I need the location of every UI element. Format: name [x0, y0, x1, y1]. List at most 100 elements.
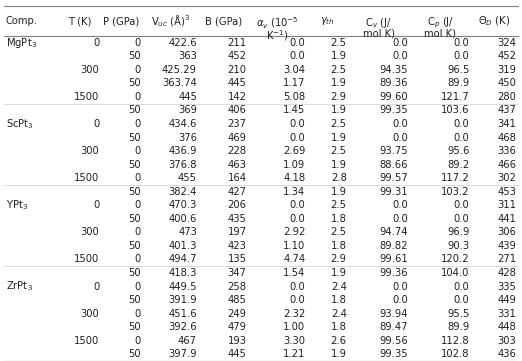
- Text: 2.5: 2.5: [331, 200, 347, 210]
- Text: 2.4: 2.4: [331, 309, 347, 319]
- Text: 0: 0: [134, 38, 140, 48]
- Text: 135: 135: [228, 255, 246, 265]
- Text: 2.5: 2.5: [331, 119, 347, 129]
- Text: 1.54: 1.54: [283, 268, 305, 278]
- Text: 425.29: 425.29: [162, 65, 197, 75]
- Text: 336: 336: [497, 146, 516, 156]
- Text: 0: 0: [134, 146, 140, 156]
- Text: 0.0: 0.0: [290, 214, 305, 224]
- Text: C$_p$ (J/: C$_p$ (J/: [426, 16, 454, 30]
- Text: 469: 469: [228, 132, 246, 143]
- Text: 363: 363: [178, 51, 197, 61]
- Text: ScPt$_3$: ScPt$_3$: [6, 117, 33, 131]
- Text: 0: 0: [93, 200, 99, 210]
- Text: 50: 50: [128, 268, 140, 278]
- Text: 0: 0: [134, 119, 140, 129]
- Text: T (K): T (K): [68, 16, 92, 26]
- Text: K$^{-1}$): K$^{-1}$): [266, 28, 289, 43]
- Text: 0: 0: [134, 309, 140, 319]
- Text: 96.9: 96.9: [447, 227, 469, 237]
- Text: 435: 435: [228, 214, 246, 224]
- Text: 1.8: 1.8: [331, 322, 347, 332]
- Text: 1.9: 1.9: [331, 268, 347, 278]
- Text: 485: 485: [228, 295, 246, 305]
- Text: 303: 303: [498, 336, 516, 346]
- Text: 50: 50: [128, 241, 140, 251]
- Text: 324: 324: [497, 38, 516, 48]
- Text: 89.2: 89.2: [447, 160, 469, 170]
- Text: 1.9: 1.9: [331, 51, 347, 61]
- Text: 369: 369: [178, 105, 197, 116]
- Text: 89.36: 89.36: [379, 78, 408, 88]
- Text: 479: 479: [228, 322, 246, 332]
- Text: 0: 0: [134, 65, 140, 75]
- Text: 311: 311: [497, 200, 516, 210]
- Text: 2.5: 2.5: [331, 227, 347, 237]
- Text: 99.35: 99.35: [379, 349, 408, 359]
- Text: 121.7: 121.7: [441, 92, 469, 102]
- Text: 89.9: 89.9: [447, 322, 469, 332]
- Text: 1500: 1500: [74, 92, 99, 102]
- Text: 466: 466: [497, 160, 516, 170]
- Text: 99.61: 99.61: [379, 255, 408, 265]
- Text: 306: 306: [497, 227, 516, 237]
- Text: 0: 0: [134, 255, 140, 265]
- Text: 1.17: 1.17: [283, 78, 305, 88]
- Text: 376: 376: [178, 132, 197, 143]
- Text: 1.9: 1.9: [331, 105, 347, 116]
- Text: 423: 423: [228, 241, 246, 251]
- Text: 2.92: 2.92: [283, 227, 305, 237]
- Text: 363.74: 363.74: [162, 78, 197, 88]
- Text: 3.30: 3.30: [283, 336, 305, 346]
- Text: $\Theta_D$ (K): $\Theta_D$ (K): [478, 14, 511, 28]
- Text: 347: 347: [228, 268, 246, 278]
- Text: 50: 50: [128, 160, 140, 170]
- Text: 427: 427: [228, 187, 246, 197]
- Text: 376.8: 376.8: [169, 160, 197, 170]
- Text: 445: 445: [228, 349, 246, 359]
- Text: 50: 50: [128, 322, 140, 332]
- Text: $\gamma_{th}$: $\gamma_{th}$: [321, 15, 335, 27]
- Text: 1.8: 1.8: [331, 214, 347, 224]
- Text: 50: 50: [128, 51, 140, 61]
- Text: 210: 210: [228, 65, 246, 75]
- Text: ZrPt$_3$: ZrPt$_3$: [6, 280, 32, 293]
- Text: 436: 436: [497, 349, 516, 359]
- Text: 452: 452: [228, 51, 246, 61]
- Text: 331: 331: [497, 309, 516, 319]
- Text: 422.6: 422.6: [169, 38, 197, 48]
- Text: 1.00: 1.00: [283, 322, 305, 332]
- Text: 0: 0: [93, 282, 99, 292]
- Text: 1.10: 1.10: [283, 241, 305, 251]
- Text: 1.09: 1.09: [283, 160, 305, 170]
- Text: 142: 142: [228, 92, 246, 102]
- Text: MgPt$_3$: MgPt$_3$: [6, 36, 37, 50]
- Text: 1.9: 1.9: [331, 187, 347, 197]
- Text: 94.35: 94.35: [379, 65, 408, 75]
- Text: 104.0: 104.0: [441, 268, 469, 278]
- Text: 193: 193: [228, 336, 246, 346]
- Text: 449: 449: [497, 295, 516, 305]
- Text: 0.0: 0.0: [454, 51, 469, 61]
- Text: 3.04: 3.04: [283, 65, 305, 75]
- Text: 300: 300: [80, 146, 99, 156]
- Text: 0.0: 0.0: [290, 132, 305, 143]
- Text: 103.2: 103.2: [441, 187, 469, 197]
- Text: 400.6: 400.6: [169, 214, 197, 224]
- Text: 89.47: 89.47: [379, 322, 408, 332]
- Text: 99.36: 99.36: [379, 268, 408, 278]
- Text: 2.5: 2.5: [331, 65, 347, 75]
- Text: 0: 0: [134, 336, 140, 346]
- Text: 0.0: 0.0: [290, 38, 305, 48]
- Text: 95.6: 95.6: [447, 146, 469, 156]
- Text: 0.0: 0.0: [290, 282, 305, 292]
- Text: 99.35: 99.35: [379, 105, 408, 116]
- Text: 2.69: 2.69: [283, 146, 305, 156]
- Text: 50: 50: [128, 187, 140, 197]
- Text: 437: 437: [497, 105, 516, 116]
- Text: 1.34: 1.34: [283, 187, 305, 197]
- Text: 88.66: 88.66: [379, 160, 408, 170]
- Text: 397.9: 397.9: [169, 349, 197, 359]
- Text: 4.74: 4.74: [283, 255, 305, 265]
- Text: 164: 164: [228, 173, 246, 183]
